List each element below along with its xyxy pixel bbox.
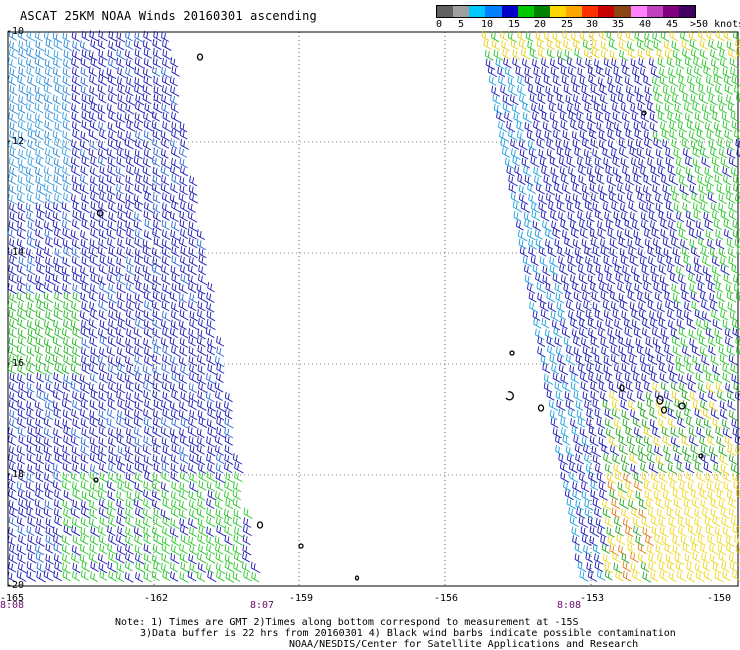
swath-left bbox=[7, 30, 261, 583]
lat-label: -12 bbox=[6, 136, 25, 147]
legend-swatch bbox=[566, 6, 583, 17]
legend-label: 0 bbox=[436, 19, 443, 30]
pass-time-label: 8:08 bbox=[0, 600, 25, 611]
legend-swatch bbox=[485, 6, 502, 17]
map-title: ASCAT 25KM NOAA Winds 20160301 ascending bbox=[20, 9, 317, 23]
pass-time-label: 8:08 bbox=[557, 600, 582, 611]
lon-label: -153 bbox=[580, 593, 605, 604]
island bbox=[354, 575, 360, 581]
legend-label: 10 bbox=[481, 19, 494, 30]
island bbox=[505, 391, 514, 401]
legend-label: 5 bbox=[458, 19, 465, 30]
lon-label: -159 bbox=[289, 593, 314, 604]
lat-label: -16 bbox=[6, 358, 25, 369]
legend-swatch bbox=[598, 6, 615, 17]
lat-label: -18 bbox=[6, 469, 25, 480]
lon-label: -150 bbox=[707, 593, 732, 604]
island bbox=[656, 395, 664, 405]
wind-speed-legend: 0 5 10 15 20 25 30 35 40 45 >50 knots bbox=[436, 5, 740, 32]
lat-label: -14 bbox=[6, 247, 25, 258]
legend-swatch bbox=[437, 6, 454, 17]
island bbox=[660, 406, 668, 414]
note-line-3: NOAA/NESDIS/Center for Satellite Applica… bbox=[289, 639, 639, 650]
legend-swatch bbox=[678, 6, 695, 17]
island bbox=[698, 453, 704, 459]
legend-swatch bbox=[517, 6, 534, 17]
island bbox=[96, 209, 104, 217]
lon-label: -165 bbox=[0, 593, 25, 604]
legend-label: 40 bbox=[639, 19, 652, 30]
island bbox=[256, 521, 264, 529]
legend-swatch bbox=[453, 6, 470, 17]
swath-right bbox=[481, 30, 740, 583]
island bbox=[537, 404, 545, 412]
island bbox=[678, 402, 686, 410]
lat-label: -10 bbox=[6, 26, 25, 37]
legend-label: 15 bbox=[508, 19, 521, 30]
legend-label: >50 knots bbox=[690, 19, 740, 30]
legend-label: 45 bbox=[666, 19, 679, 30]
legend-labels: 0 5 10 15 20 25 30 35 40 45 >50 knots bbox=[436, 18, 740, 32]
islands bbox=[93, 53, 704, 581]
legend-swatch bbox=[662, 6, 679, 17]
legend-colorbar bbox=[436, 5, 696, 18]
pass-time-label: 8:07 bbox=[250, 600, 275, 611]
legend-swatch bbox=[630, 6, 647, 17]
island bbox=[619, 384, 625, 392]
note-line-1: Note: 1) Times are GMT 2)Times along bot… bbox=[115, 617, 579, 628]
lat-label: -20 bbox=[6, 580, 25, 591]
island bbox=[509, 350, 515, 356]
note-line-2: 3)Data buffer is 22 hrs from 20160301 4)… bbox=[140, 628, 676, 639]
legend-swatch bbox=[582, 6, 599, 17]
legend-swatch bbox=[533, 6, 550, 17]
lon-label: -162 bbox=[144, 593, 169, 604]
legend-swatch bbox=[646, 6, 663, 17]
map-gridlines bbox=[8, 32, 738, 586]
lon-label: -156 bbox=[434, 593, 459, 604]
island bbox=[93, 477, 99, 483]
map-frame bbox=[7, 31, 739, 587]
legend-label: 30 bbox=[586, 19, 599, 30]
island bbox=[641, 110, 647, 116]
legend-label: 35 bbox=[612, 19, 625, 30]
legend-swatch bbox=[469, 6, 486, 17]
legend-swatch bbox=[501, 6, 518, 17]
island bbox=[196, 53, 204, 61]
legend-swatch bbox=[614, 6, 631, 17]
legend-swatch bbox=[549, 6, 566, 17]
legend-label: 20 bbox=[534, 19, 547, 30]
island bbox=[298, 543, 304, 549]
legend-label: 25 bbox=[561, 19, 574, 30]
